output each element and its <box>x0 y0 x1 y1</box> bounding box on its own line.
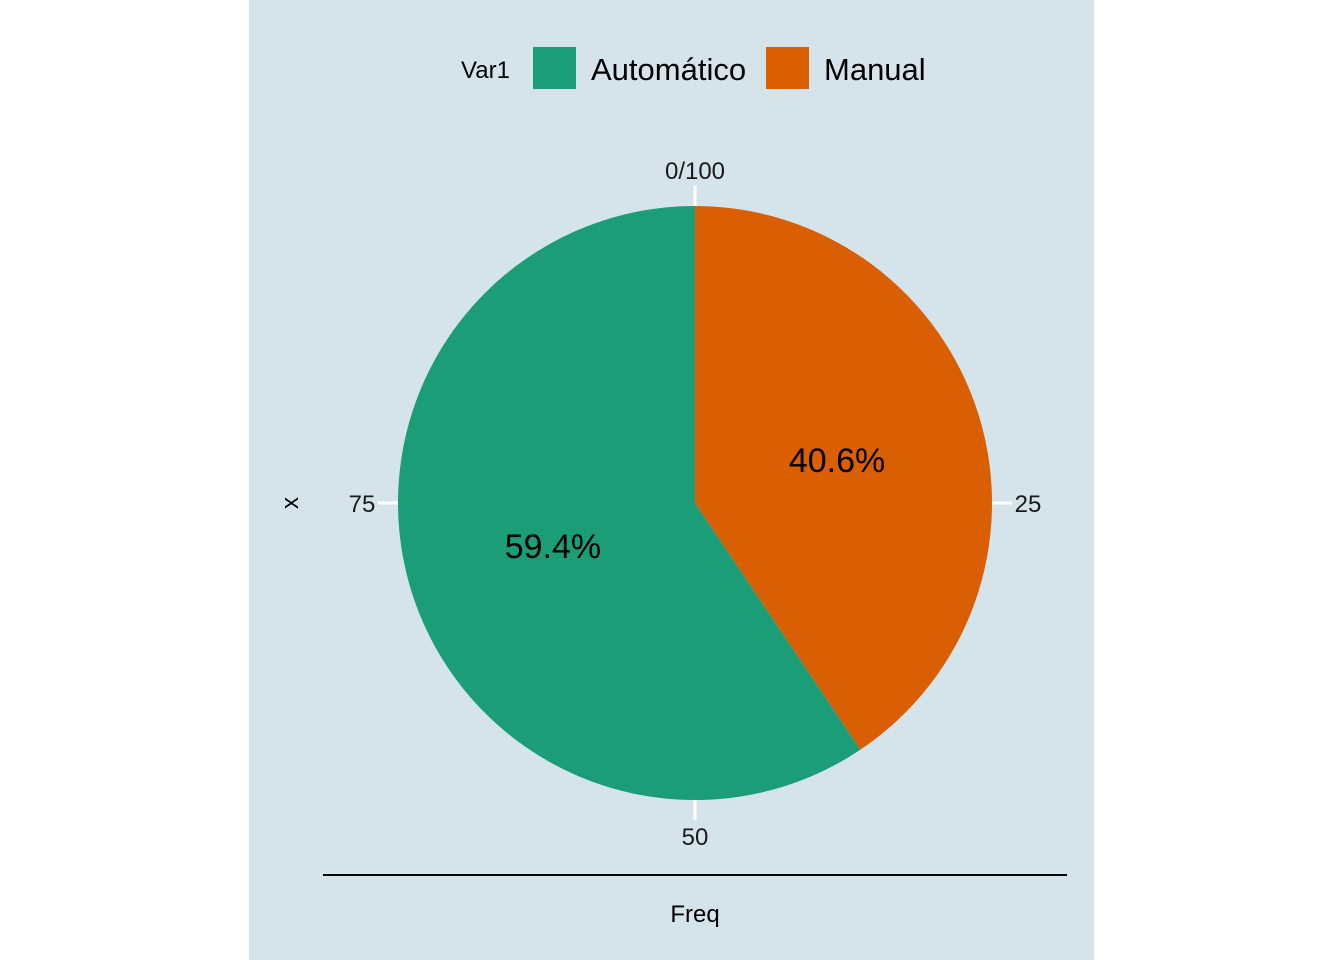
legend-key-automatico <box>533 47 576 89</box>
slice-label-autom-tico: 59.4% <box>505 528 601 566</box>
legend: Var1 Automático Manual <box>461 47 926 89</box>
tick-label-50: 50 <box>682 824 709 851</box>
x-axis-title: Freq <box>670 901 719 928</box>
y-axis-title: x <box>277 497 304 509</box>
tick-label-75: 75 <box>349 491 376 518</box>
tick-label-25: 25 <box>1015 491 1042 518</box>
slice-labels: 40.6% 59.4% <box>505 442 886 566</box>
legend-label-automatico: Automático <box>591 52 746 87</box>
pie-slice-manual <box>695 206 992 750</box>
angular-axis-ticks: 0/100 25 50 75 <box>349 158 1042 851</box>
tick-label-0: 0/100 <box>665 158 725 185</box>
legend-key-manual <box>766 47 809 89</box>
legend-title: Var1 <box>461 57 510 84</box>
pie-slices <box>397 205 992 800</box>
slice-label-manual: 40.6% <box>789 442 885 480</box>
pie-slice-autom-tico <box>397 205 861 800</box>
legend-label-manual: Manual <box>824 52 926 87</box>
